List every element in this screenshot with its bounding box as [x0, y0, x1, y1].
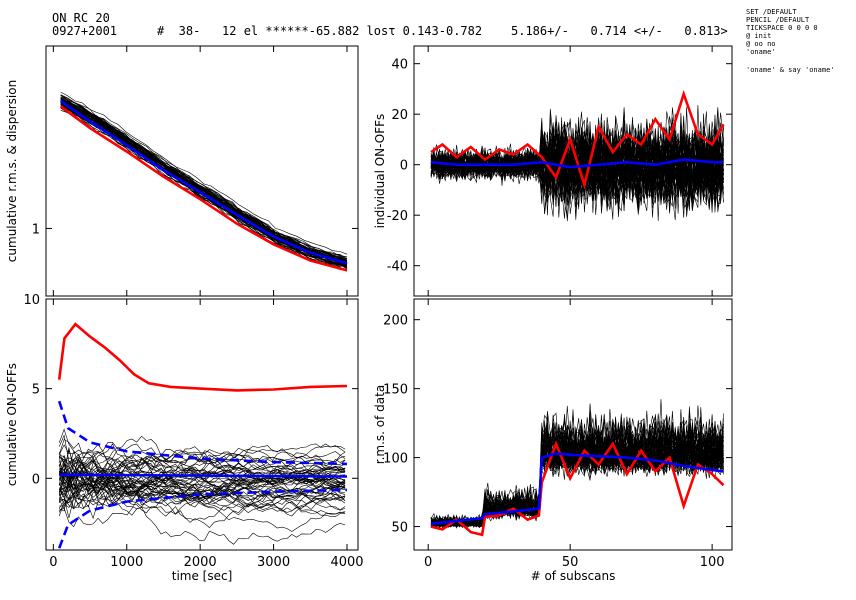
source-coordinates: 0927+2001 — [52, 24, 118, 38]
command-line: 'oname' — [746, 48, 776, 56]
y-tick-label: -20 — [387, 209, 408, 224]
y-axis-label: cumulative ON-OFFs — [5, 363, 19, 486]
x-axis-label: # of subscans — [531, 569, 616, 583]
individual-trace — [60, 97, 348, 259]
individual-trace — [58, 466, 346, 512]
individual-trace — [59, 455, 346, 488]
y-axis-label: cumulative r.m.s. & dispersion — [5, 80, 19, 262]
blue-series-line — [57, 400, 348, 466]
individual-trace — [58, 435, 346, 482]
individual-trace — [59, 486, 346, 513]
individual-trace — [59, 450, 346, 496]
y-tick-label: 50 — [391, 521, 408, 536]
command-line: PENCIL /DEFAULT — [746, 16, 810, 24]
individual-trace — [58, 455, 346, 490]
y-tick-label: 100 — [383, 452, 408, 467]
individual-trace — [58, 452, 346, 529]
y-tick-label: 0 — [400, 159, 408, 174]
blue-series-line — [430, 452, 724, 526]
blue-series-line — [59, 473, 348, 478]
x-tick-label: 0 — [424, 555, 432, 570]
axes-frame — [45, 298, 359, 551]
individual-trace — [60, 107, 348, 271]
scan-info: # 38- 12 el ******-65.882 losτ 0.143-0.7… — [157, 24, 728, 38]
y-tick-label: 1 — [32, 222, 40, 237]
individual-trace — [59, 453, 346, 510]
y-tick-label: 200 — [383, 314, 408, 329]
individual-trace — [58, 474, 346, 510]
individual-trace — [430, 405, 724, 528]
y-tick-label: 10 — [23, 293, 40, 308]
axes-frame — [45, 45, 359, 297]
individual-trace — [58, 456, 346, 494]
red-series-line — [57, 322, 348, 392]
command-line: @ init — [746, 32, 772, 40]
x-tick-label: 100 — [700, 555, 725, 570]
red-series-line — [430, 89, 725, 190]
x-tick-label: 0 — [49, 555, 57, 570]
x-tick-label: 1000 — [110, 555, 143, 570]
x-tick-label: 50 — [562, 555, 579, 570]
red-series-line — [59, 105, 348, 272]
individual-trace — [60, 91, 348, 255]
y-tick-label: 20 — [391, 108, 408, 123]
red-series-line — [430, 440, 725, 537]
y-tick-label: 40 — [391, 58, 408, 73]
individual-trace — [430, 416, 724, 527]
x-tick-label: 2000 — [184, 555, 217, 570]
individual-trace — [58, 464, 346, 532]
individual-trace — [60, 107, 348, 271]
individual-trace — [60, 98, 348, 264]
source-name: ON RC 20 — [52, 11, 110, 25]
x-tick-label: 3000 — [257, 555, 290, 570]
command-line: @ oo no — [746, 40, 776, 48]
plot-area-tl — [59, 91, 348, 272]
y-axis-label: r.m.s. of data — [373, 385, 387, 464]
plot-area-br — [430, 399, 725, 537]
individual-trace — [430, 420, 724, 528]
individual-trace — [60, 98, 348, 262]
individual-trace — [60, 94, 348, 258]
y-tick-label: 5 — [32, 383, 40, 398]
individual-trace — [60, 95, 348, 258]
individual-trace — [430, 129, 724, 210]
blue-series-line — [59, 99, 348, 265]
individual-trace — [58, 475, 346, 518]
axes-frame — [413, 298, 733, 551]
blue-series-line — [430, 158, 724, 169]
y-axis-label: individual ON-OFFs — [373, 114, 387, 229]
individual-trace — [58, 460, 346, 516]
y-tick-label: -40 — [387, 260, 408, 275]
individual-trace — [430, 121, 724, 202]
individual-trace — [58, 443, 346, 485]
command-line: 'oname' & say 'oname' — [746, 66, 835, 74]
plot-area-bl — [57, 322, 348, 549]
axes-frame — [413, 45, 733, 297]
individual-trace — [58, 460, 346, 515]
y-tick-label: 0 — [32, 472, 40, 487]
plot-area-tr — [430, 89, 725, 222]
individual-trace — [59, 446, 346, 512]
blue-series-line — [57, 488, 348, 549]
x-axis-label: time [sec] — [172, 569, 233, 583]
y-tick-label: 150 — [383, 383, 408, 398]
x-tick-label: 4000 — [330, 555, 363, 570]
command-line: SET /DEFAULT — [746, 8, 797, 16]
command-line: TICKSPACE 0 0 0 0 — [746, 24, 818, 32]
